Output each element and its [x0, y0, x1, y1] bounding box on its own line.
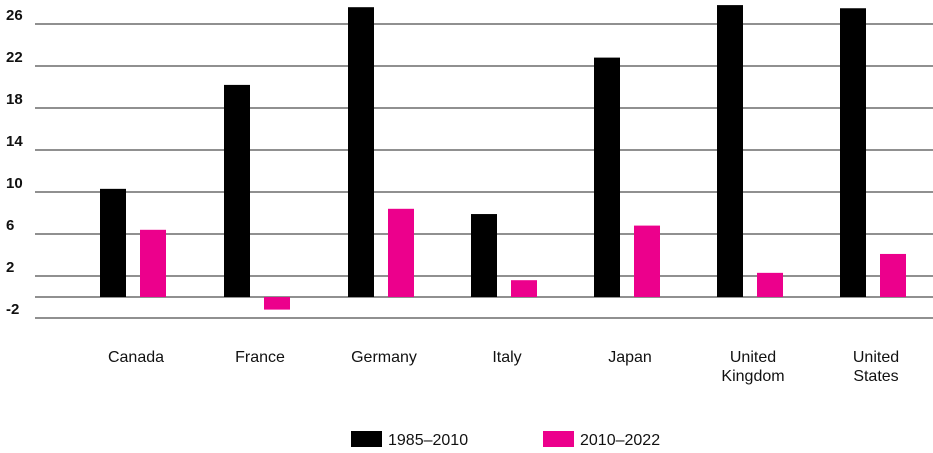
bars — [100, 5, 906, 310]
x-axis-tick-labels: Canada France Germany Italy Japan United Kingd… — [108, 349, 899, 385]
x-tick-label: United — [730, 349, 776, 366]
y-tick-label: 10 — [6, 175, 23, 192]
bar-series2 — [264, 297, 290, 310]
bar-series2 — [634, 225, 660, 297]
bar-series2 — [388, 208, 414, 297]
bar-series1 — [348, 7, 374, 297]
bar-series2 — [757, 272, 783, 297]
x-tick-label: France — [235, 349, 285, 366]
bar-series2 — [140, 229, 166, 297]
bar-series1 — [471, 214, 497, 297]
legend-swatch — [351, 431, 382, 447]
legend: 1985–2010 2010–2022 — [351, 431, 660, 449]
y-tick-label: -2 — [6, 301, 19, 318]
x-tick-label: Japan — [608, 349, 652, 366]
y-tick-label: 6 — [6, 217, 14, 234]
y-axis-tick-labels: 26 22 18 14 10 6 2 -2 — [6, 7, 23, 318]
y-tick-label: 22 — [6, 49, 23, 66]
x-tick-label: United — [853, 349, 899, 366]
bar-series1 — [840, 8, 866, 297]
x-tick-label: Italy — [492, 349, 521, 366]
legend-label: 1985–2010 — [388, 432, 468, 449]
legend-swatch — [543, 431, 574, 447]
bar-series1 — [100, 188, 126, 297]
bar-series1 — [717, 5, 743, 297]
y-tick-label: 14 — [6, 133, 23, 150]
y-tick-label: 18 — [6, 91, 23, 108]
x-tick-label: States — [853, 368, 898, 385]
bar-series1 — [224, 84, 250, 298]
x-tick-label: Canada — [108, 349, 164, 366]
y-tick-label: 2 — [6, 259, 14, 276]
bar-series1 — [594, 57, 620, 297]
bar-series2 — [880, 253, 906, 297]
x-tick-label: Kingdom — [721, 368, 784, 385]
legend-label: 2010–2022 — [580, 432, 660, 449]
x-tick-label: Germany — [351, 349, 417, 366]
y-tick-label: 26 — [6, 7, 23, 24]
bar-series2 — [511, 280, 537, 297]
